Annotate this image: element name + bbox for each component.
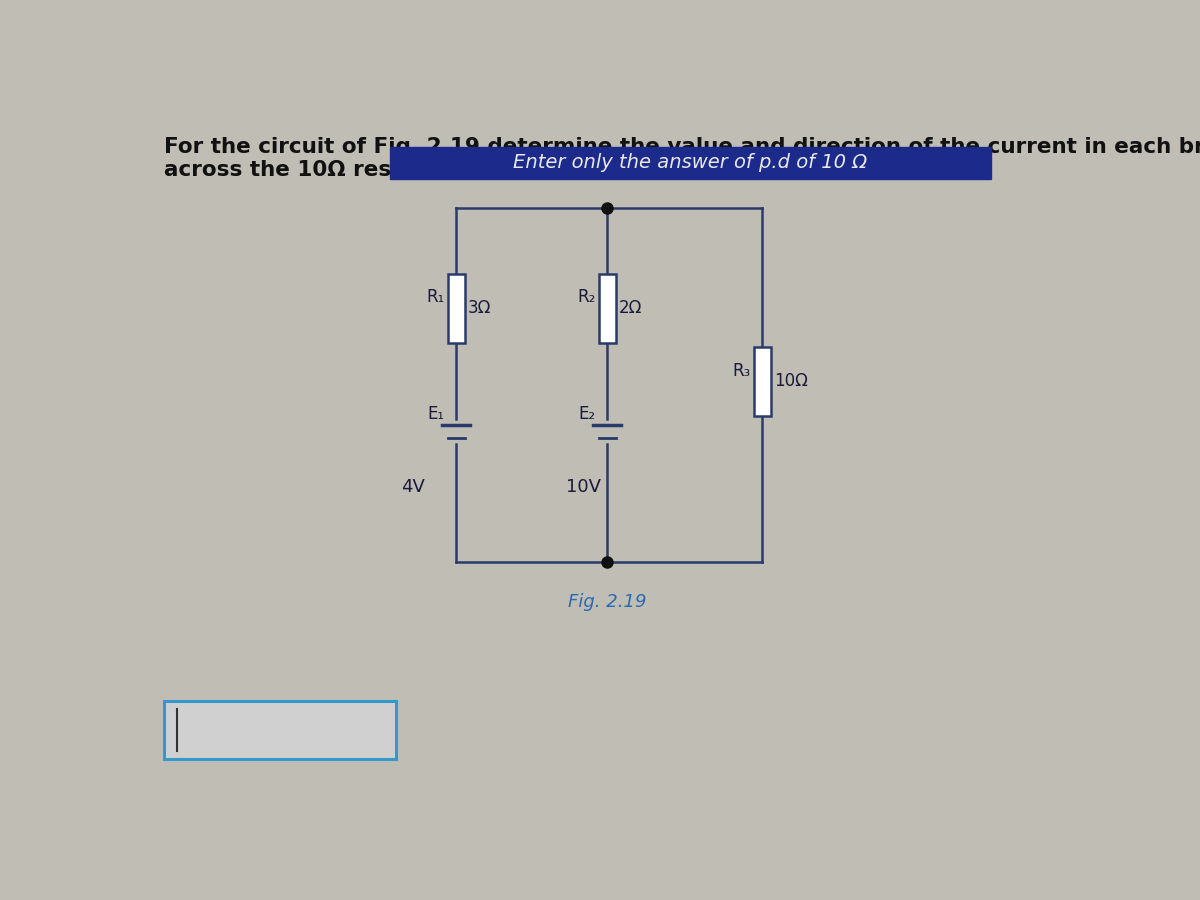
Text: 3Ω: 3Ω — [468, 299, 491, 317]
Bar — [448, 274, 464, 343]
Text: E₂: E₂ — [578, 406, 595, 424]
Bar — [390, 147, 991, 179]
Bar — [164, 701, 396, 759]
Text: E₁: E₁ — [427, 406, 444, 424]
Text: R₃: R₃ — [732, 362, 751, 380]
Text: 4V: 4V — [402, 478, 426, 496]
Text: Enter only the answer of p.d of 10 Ω: Enter only the answer of p.d of 10 Ω — [514, 153, 868, 172]
Bar — [599, 274, 616, 343]
Text: R₂: R₂ — [577, 288, 595, 306]
Text: For the circuit of Fig. 2.19 determine the value and direction of the current in: For the circuit of Fig. 2.19 determine t… — [164, 138, 1200, 157]
Text: 10V: 10V — [566, 478, 601, 496]
Text: Fig. 2.19: Fig. 2.19 — [568, 593, 647, 611]
Text: 10Ω: 10Ω — [774, 373, 808, 391]
Bar — [754, 346, 770, 416]
Text: across the 10Ω resistor.: across the 10Ω resistor. — [164, 160, 452, 180]
Text: R₁: R₁ — [426, 288, 444, 306]
Text: 2Ω: 2Ω — [619, 299, 642, 317]
